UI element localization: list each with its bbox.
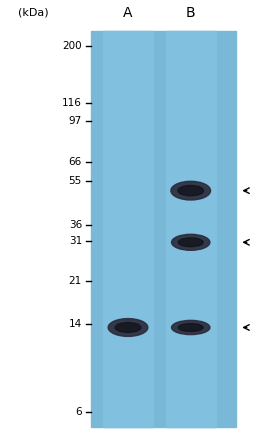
Text: 36: 36 — [69, 220, 82, 230]
Text: 55: 55 — [69, 176, 82, 186]
Text: 200: 200 — [62, 41, 82, 51]
Text: 97: 97 — [69, 117, 82, 126]
Text: B: B — [186, 6, 196, 20]
Ellipse shape — [115, 323, 141, 332]
Bar — [166, 31, 216, 427]
Bar — [91, 31, 236, 427]
Ellipse shape — [178, 186, 204, 196]
Bar — [103, 31, 153, 427]
Ellipse shape — [172, 235, 210, 251]
Text: 6: 6 — [75, 407, 82, 417]
Text: (kDa): (kDa) — [18, 8, 49, 18]
Text: MW: MW — [23, 0, 44, 2]
Text: 21: 21 — [69, 276, 82, 286]
Ellipse shape — [108, 319, 148, 336]
Text: 116: 116 — [62, 98, 82, 108]
Text: 66: 66 — [69, 157, 82, 166]
Ellipse shape — [178, 238, 203, 247]
Text: 14: 14 — [69, 319, 82, 329]
Text: A: A — [123, 6, 133, 20]
Ellipse shape — [172, 320, 210, 335]
Ellipse shape — [171, 181, 210, 200]
Text: 31: 31 — [69, 235, 82, 246]
Ellipse shape — [178, 324, 203, 332]
